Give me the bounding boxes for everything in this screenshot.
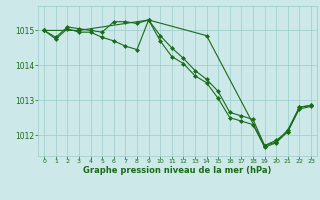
X-axis label: Graphe pression niveau de la mer (hPa): Graphe pression niveau de la mer (hPa) (84, 166, 272, 175)
